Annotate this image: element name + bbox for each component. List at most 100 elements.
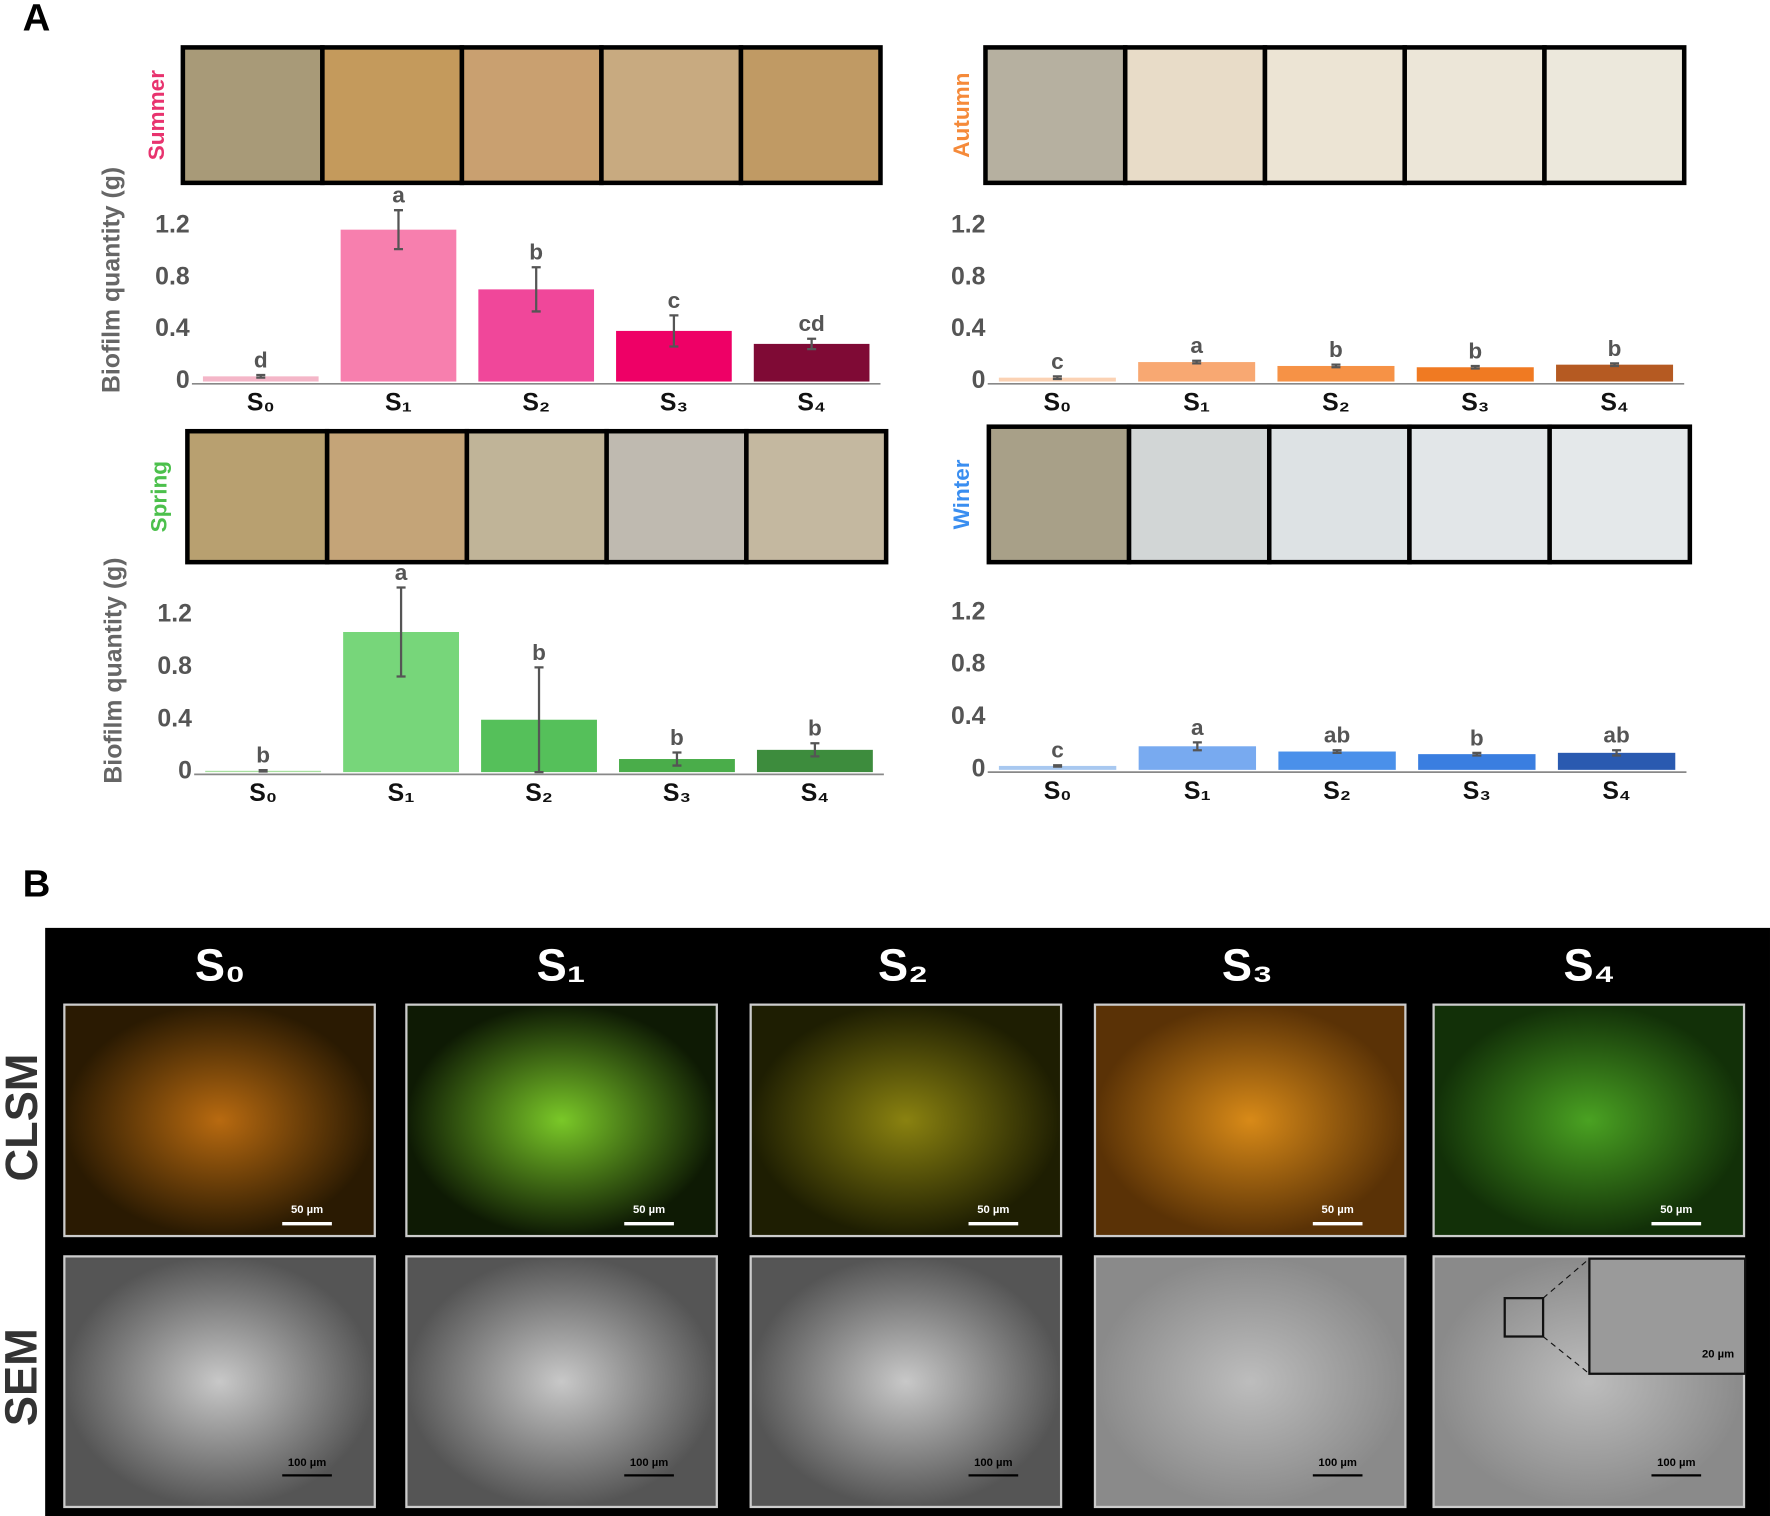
y-tick-label: 0.4 <box>157 705 192 732</box>
x-tick-label: S₀ <box>1044 778 1072 805</box>
error-bar <box>531 266 541 313</box>
season-title: Spring <box>146 461 171 532</box>
y-tick-label: 1.2 <box>951 211 986 238</box>
x-tick-label: S₄ <box>801 780 829 807</box>
micrograph <box>1122 45 1268 186</box>
significance-letter: c <box>1051 738 1064 763</box>
bar <box>1416 367 1534 382</box>
y-tick-label: 0.4 <box>155 315 190 342</box>
error-bar <box>534 666 544 774</box>
scale-label: 100 µm <box>288 1457 326 1469</box>
y-tick-label: 1.2 <box>951 598 986 625</box>
inset-image <box>1588 1257 1747 1375</box>
error-bar <box>1331 363 1341 369</box>
scale-label: 50 µm <box>1322 1204 1354 1216</box>
x-tick-label: S₁ <box>385 390 412 417</box>
error-bar <box>672 751 682 767</box>
micrograph <box>1402 45 1547 186</box>
y-tick-label: 1.2 <box>155 211 190 238</box>
significance-letter: a <box>392 183 405 208</box>
y-tick-label: 0 <box>972 755 986 782</box>
error-bar <box>1470 364 1480 370</box>
column-header: S₂ <box>878 939 928 990</box>
season-title: Summer <box>144 70 169 161</box>
significance-letter: b <box>1470 725 1484 750</box>
significance-letter: a <box>395 560 408 585</box>
scale-label: 100 µm <box>630 1457 668 1469</box>
y-tick-label: 0 <box>178 758 192 785</box>
y-tick-label: 0.8 <box>951 651 986 678</box>
micrograph <box>986 424 1132 565</box>
micrograph <box>983 45 1128 186</box>
season-title: Winter <box>949 459 974 529</box>
x-tick-label: S₃ <box>1461 390 1489 417</box>
scale-label: 100 µm <box>974 1457 1012 1469</box>
micrograph <box>1547 424 1693 565</box>
error-bar <box>1192 741 1202 752</box>
error-bar <box>810 742 820 758</box>
bar <box>340 229 457 382</box>
x-tick-label: S₂ <box>1322 390 1350 417</box>
x-tick-label: S₀ <box>247 390 275 417</box>
significance-letter: c <box>668 288 681 313</box>
x-tick-label: S₂ <box>1323 778 1351 805</box>
sem-image <box>405 1255 718 1509</box>
error-bar <box>1053 764 1063 768</box>
error-bar <box>1192 359 1202 365</box>
y-tick-label: 0.4 <box>951 315 986 342</box>
micrograph <box>185 428 330 565</box>
error-bar <box>807 337 817 351</box>
y-tick-label: 0 <box>176 367 190 394</box>
y-tick-label: 0.8 <box>155 263 190 290</box>
x-tick-label: S₃ <box>663 780 691 807</box>
significance-letter: a <box>1190 333 1203 358</box>
row-label: CLSM <box>0 1054 47 1182</box>
micrograph <box>738 45 883 186</box>
column-header: S₁ <box>537 939 586 990</box>
y-axis-label: Biofilm quantity (g) <box>98 167 125 393</box>
error-bar <box>1332 749 1342 754</box>
bar <box>998 765 1117 770</box>
x-tick-label: S₄ <box>797 390 825 417</box>
scale-label: 100 µm <box>1657 1457 1695 1469</box>
error-bar <box>393 209 403 251</box>
micrograph <box>1126 424 1272 565</box>
error-bar <box>396 586 406 678</box>
sem-image <box>1093 1255 1407 1509</box>
x-tick-label: S₄ <box>1602 778 1630 805</box>
panel-label: B <box>23 862 51 905</box>
scale-label: 50 µm <box>977 1204 1009 1216</box>
clsm-image <box>63 1003 376 1238</box>
bar <box>1418 754 1536 770</box>
bar <box>1556 364 1674 382</box>
x-tick-label: S₀ <box>249 780 277 807</box>
significance-letter: c <box>1051 349 1064 374</box>
y-axis-label: Biofilm quantity (g) <box>101 557 128 783</box>
significance-letter: a <box>1191 715 1204 740</box>
x-tick-label: S₁ <box>1184 778 1211 805</box>
significance-letter: ab <box>1324 723 1350 748</box>
error-bar <box>1472 751 1482 757</box>
scale-label: 100 µm <box>1318 1457 1356 1469</box>
bar <box>756 749 873 773</box>
scale-label: 50 µm <box>1660 1204 1692 1216</box>
x-tick-label: S₃ <box>660 390 688 417</box>
bar <box>1277 365 1395 382</box>
micrograph <box>180 45 325 186</box>
x-tick-label: S₂ <box>522 390 550 417</box>
season-title: Autumn <box>949 73 974 158</box>
y-tick-label: 0.8 <box>157 653 192 680</box>
row-label: SEM <box>0 1328 47 1426</box>
clsm-image <box>749 1003 1063 1238</box>
error-bar <box>256 373 266 379</box>
significance-letter: b <box>1608 336 1622 361</box>
micrograph <box>324 428 470 565</box>
significance-letter: b <box>532 640 546 665</box>
x-tick-label: S₀ <box>1043 390 1071 417</box>
bar <box>1138 362 1256 382</box>
bar <box>1138 746 1257 770</box>
column-header: S₃ <box>1222 939 1273 990</box>
significance-letter: b <box>256 743 270 768</box>
column-header: S₄ <box>1564 939 1616 990</box>
bar <box>1557 752 1676 770</box>
